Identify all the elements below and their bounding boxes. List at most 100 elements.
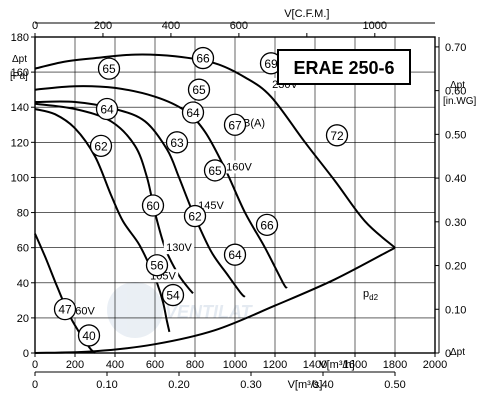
sound-level-bubble (223, 113, 247, 136)
label-bg (223, 160, 255, 174)
label-bg (73, 304, 97, 318)
y-tick-label: 180 (11, 32, 29, 44)
x-tick-label: 2000 (423, 359, 447, 371)
secondary-x-tick-label: 0.30 (240, 379, 261, 391)
right-tick-label: 0.70 (445, 42, 466, 54)
axes: 0 200 400 600 800 1000 1200 1400 1800 20001600V[m… (10, 8, 477, 391)
sound-level-value: 62 (188, 210, 202, 224)
sound-level-value: 60 (146, 199, 160, 213)
y-tick-label: 40 (17, 278, 29, 290)
top-tick-label: 0 (32, 20, 38, 32)
sound-level-value: 65 (208, 164, 222, 178)
right-tick-label: 0.50 (445, 129, 466, 141)
top-tick-label: 200 (94, 20, 112, 32)
sound-level-bubble (141, 194, 165, 217)
sound-level-value: 63 (170, 136, 184, 150)
y-tick-label: 160 (11, 67, 29, 79)
secondary-x-tick-label: 0.50 (384, 379, 405, 391)
sound-level-bubble (183, 204, 207, 228)
sound-level-bubble (53, 297, 77, 321)
secondary-x-tick-label: 0.20 (168, 379, 189, 391)
secondary-x-tick-label: 0 (32, 379, 38, 391)
voltage-label: 60V (75, 305, 95, 317)
right-tick-label: 0.10 (445, 304, 466, 316)
sound-level-value: 47 (58, 303, 72, 317)
right-tick-label: 0.30 (445, 217, 466, 229)
curve-pd2 (34, 246, 396, 354)
x-tick-label: 200 (66, 359, 84, 371)
x-tick-label: 400 (106, 359, 124, 371)
sound-level-bubble (191, 46, 215, 70)
y-tick-label: 20 (17, 313, 29, 325)
right-axis-unit: [in.WG] (443, 96, 477, 107)
curve-160v (34, 85, 288, 289)
sound-level-bubble (165, 131, 189, 154)
sound-level-bubble (255, 213, 279, 236)
sound-level-bubble (97, 57, 121, 80)
top-tick-label: 400 (162, 20, 180, 32)
secondary-x-tick-label: 0.10 (96, 379, 117, 391)
right-tick-label: 0.20 (445, 261, 466, 273)
top-axis-label: V[C.F.M.] (284, 8, 329, 20)
sound-level-bubble (161, 283, 185, 307)
voltage-label: 160V (226, 161, 252, 173)
sound-level-value: 62 (94, 139, 108, 153)
x-tick-label: 0 (32, 359, 38, 371)
sound-level-value: 69 (264, 57, 278, 71)
sound-level-value: 40 (82, 329, 96, 343)
right-axis-bottom-label: Δpt (450, 347, 465, 358)
curve-60v (34, 233, 96, 354)
right-tick-label: 0.40 (445, 173, 466, 185)
y-tick-label: 0 (23, 348, 29, 360)
sound-level-value: 64 (186, 106, 200, 120)
right-tick-label: 0 (445, 348, 451, 360)
y-tick-label: 60 (17, 243, 29, 255)
sound-level-value: 66 (260, 218, 274, 232)
sound-level-bubble (223, 243, 247, 266)
sound-level-value: 56 (150, 259, 164, 273)
sound-level-bubble (325, 124, 349, 147)
y-tick-label: 80 (17, 208, 29, 220)
sound-level-bubble (77, 324, 101, 347)
sound-level-markers: 65 66 69 65 64 64 67 72 62 63 65 60 62 66 64 56 54 47 40 (53, 46, 349, 347)
sound-level-value: 72 (330, 129, 344, 143)
curve-105v (34, 108, 171, 333)
top-tick-label: 1000 (363, 20, 387, 32)
x-axis-label: V[m³/h] (319, 359, 354, 371)
right-tick-label: 0.60 (445, 86, 466, 98)
x-tick-label: 1000 (223, 359, 247, 371)
x-tick-label: 1800 (383, 359, 407, 371)
sound-level-bubble (95, 97, 119, 121)
y-axis-unit: [Pa] (10, 71, 28, 82)
top-tick-label: 600 (230, 20, 248, 32)
pd2-label: pd2 (363, 288, 379, 302)
chart-title: ERAE 250-6 (293, 58, 394, 78)
sound-level-value: 66 (196, 52, 210, 66)
svg-text:VENTILAT: VENTILAT (165, 302, 254, 322)
watermark-logo: VENTILAT (107, 282, 254, 338)
y-axis-label: Δpt (12, 54, 27, 65)
x-tick-label: 800 (186, 359, 204, 371)
y-tick-label: 120 (11, 137, 29, 149)
sound-level-bubble (187, 78, 211, 101)
x-tick-label: 1400 (303, 359, 327, 371)
sound-level-value: 67 (228, 118, 242, 132)
curve-230v (34, 53, 396, 249)
right-axis-label: Δpt (450, 80, 465, 91)
sound-level-bubble (145, 254, 169, 277)
sound-level-value: 64 (228, 248, 242, 262)
voltage-label: 130V (166, 242, 192, 254)
voltage-label: 145V (198, 200, 224, 212)
sound-level-bubble (89, 134, 113, 157)
label-bg (163, 241, 195, 255)
secondary-x-tick-label: 0.40 (312, 379, 333, 391)
y-tick-label: 140 (11, 102, 29, 114)
sound-level-bubble (181, 101, 205, 124)
x-tick-label: 600 (146, 359, 164, 371)
sound-level-bubble (203, 159, 227, 182)
sound-level-value: 65 (102, 62, 116, 76)
title-box: ERAE 250-6 (277, 49, 411, 85)
voltage-label: dB(A) (237, 118, 265, 130)
sound-level-value: 65 (192, 83, 206, 97)
